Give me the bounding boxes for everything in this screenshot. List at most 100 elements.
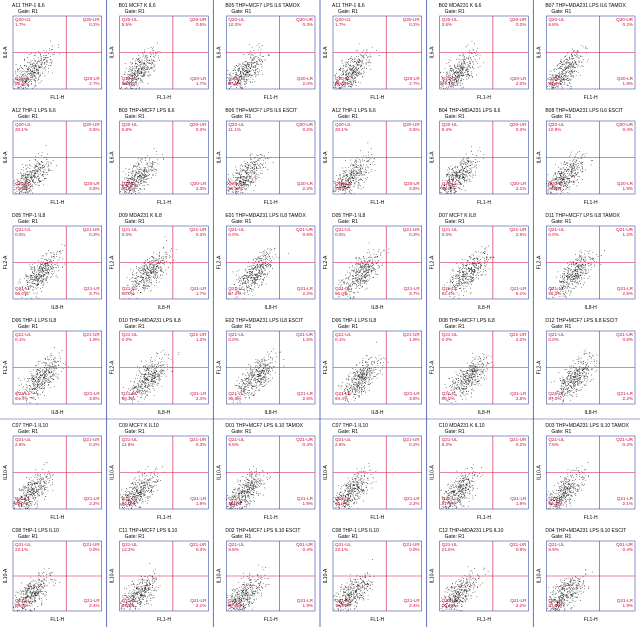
gate-label: Gate: R1 bbox=[551, 9, 571, 15]
x-axis-label: IL8-H bbox=[478, 305, 491, 311]
gate-label: Gate: R1 bbox=[125, 9, 145, 15]
quadrant-percent: 2.2% bbox=[516, 603, 526, 608]
panel-title: E01 THP+MDA231 LPS IL8 TAMOX bbox=[225, 213, 306, 219]
x-axis-label: FL1-H bbox=[477, 617, 491, 623]
quadrant-percent: 0.3% bbox=[516, 22, 526, 27]
quadrant-name: Q21-UR bbox=[189, 437, 207, 442]
quadrant-percent: 12.3% bbox=[122, 547, 135, 552]
y-axis-label: IL6-A bbox=[430, 151, 436, 164]
quadrant-name: Q20-LR bbox=[190, 76, 207, 81]
panel-title: B03 THP+MCF7 LPS IL6 bbox=[119, 108, 175, 114]
gate-label: Gate: R1 bbox=[445, 219, 465, 225]
gate-label: Gate: R1 bbox=[231, 219, 251, 225]
quadrant-percent: 5.5% bbox=[122, 22, 132, 27]
panel-title: A11 THP-1 IL6 bbox=[332, 3, 365, 9]
gate-label: Gate: R1 bbox=[125, 324, 145, 330]
quadrant-percent: 9.8% bbox=[228, 547, 238, 552]
quadrant-name: Q20-UR bbox=[616, 17, 634, 22]
y-axis-label: FL2-A bbox=[110, 255, 116, 269]
quadrant-name: Q21-LR bbox=[404, 598, 421, 603]
quadrant-percent: 1.9% bbox=[409, 337, 419, 342]
quadrant-percent: 97.2% bbox=[228, 291, 241, 296]
y-axis-label: FL2-A bbox=[216, 360, 222, 374]
event-dots bbox=[440, 565, 489, 612]
quadrant-name: Q21-LR bbox=[190, 496, 207, 501]
quadrant-name: Q21-UL bbox=[122, 437, 139, 442]
quadrant-percent: 0.4% bbox=[303, 547, 313, 552]
quadrant-name: Q20-UL bbox=[228, 17, 245, 22]
x-axis-label: IL8-H bbox=[51, 410, 64, 416]
y-axis-label: IL6-A bbox=[110, 46, 116, 59]
quadrant-name: Q20-LL bbox=[442, 76, 458, 81]
quadrant-percent: 0.0% bbox=[442, 337, 452, 342]
x-axis-label: FL1-H bbox=[370, 617, 384, 623]
quadrant-percent: 1.5% bbox=[303, 337, 313, 342]
quadrant-name: Q21-LL bbox=[335, 496, 351, 501]
quadrant-name: Q20-LR bbox=[617, 181, 634, 186]
quadrant-percent: 2.0% bbox=[303, 81, 313, 86]
quadrant-name: Q21-UL bbox=[122, 332, 139, 337]
quadrant-name: Q21-UR bbox=[296, 332, 314, 337]
quadrant-name: Q21-LR bbox=[84, 391, 101, 396]
quadrant-percent: 6.8% bbox=[122, 127, 132, 132]
x-axis-label: IL8-H bbox=[585, 305, 598, 311]
y-axis-label: IL6-A bbox=[536, 151, 542, 164]
quadrant-percent: 0.1% bbox=[335, 337, 345, 342]
quadrant-name: Q21-LL bbox=[548, 598, 564, 603]
quadrant-name: Q21-LR bbox=[297, 286, 314, 291]
quadrant-percent: 0.6% bbox=[303, 232, 313, 237]
x-axis-label: IL8-H bbox=[478, 410, 491, 416]
panel-title: D06 THP-1 LPS IL8 bbox=[12, 318, 56, 324]
quadrant-name: Q21-UR bbox=[296, 542, 314, 547]
quadrant-percent: 1.9% bbox=[196, 501, 206, 506]
quadrant-percent: 0.1% bbox=[15, 337, 25, 342]
quadrant-percent: 96.0% bbox=[335, 291, 348, 296]
quadrant-name: Q20-UL bbox=[442, 122, 459, 127]
quadrant-percent: 9.9% bbox=[548, 547, 558, 552]
quadrant-name: Q21-LR bbox=[617, 496, 634, 501]
quadrant-percent: 0.0% bbox=[228, 337, 238, 342]
quadrant-percent: 0.3% bbox=[303, 22, 313, 27]
quadrant-percent: 0.4% bbox=[623, 127, 633, 132]
quadrant-name: Q20-UR bbox=[83, 17, 101, 22]
event-dots bbox=[338, 341, 389, 402]
quadrant-percent: 86.8% bbox=[548, 186, 561, 191]
quadrant-name: Q21-LR bbox=[404, 496, 421, 501]
gate-label: Gate: R1 bbox=[338, 219, 358, 225]
quadrant-percent: 2.7% bbox=[409, 81, 419, 86]
event-dots bbox=[232, 348, 285, 404]
gate-label: Gate: R1 bbox=[445, 114, 465, 120]
x-axis-label: IL8-H bbox=[585, 410, 598, 416]
quadrant-percent: 96.3% bbox=[548, 291, 561, 296]
quadrant-percent: 21.5% bbox=[442, 547, 455, 552]
panel-title: C08 THP-1 LPS IL10 bbox=[12, 528, 59, 534]
panel-title: D05 THP-1 IL8 bbox=[332, 213, 365, 219]
event-dots bbox=[547, 568, 593, 612]
panel-title: B04 THP+MDA231 LPS IL6 bbox=[439, 108, 501, 114]
y-axis-label: IL6-A bbox=[3, 151, 9, 164]
gate-label: Gate: R1 bbox=[445, 429, 465, 435]
quadrant-name: Q21-LL bbox=[15, 496, 31, 501]
quadrant-percent: 2.1% bbox=[623, 501, 633, 506]
quadrant-percent: 22.1% bbox=[335, 547, 348, 552]
quadrant-name: Q21-UL bbox=[442, 227, 459, 232]
panel-title: D03 THP+MDA231 LPS IL10 TAMOX bbox=[545, 423, 629, 429]
quadrant-name: Q21-UL bbox=[15, 332, 32, 337]
quadrant-name: Q21-LR bbox=[510, 598, 527, 603]
event-dots bbox=[226, 564, 270, 612]
quadrant-name: Q21-LR bbox=[617, 391, 634, 396]
quadrant-percent: 11.1% bbox=[228, 127, 241, 132]
quadrant-percent: 0.0% bbox=[548, 337, 558, 342]
gate-label: Gate: R1 bbox=[338, 429, 358, 435]
quadrant-percent: 11.8% bbox=[122, 442, 135, 447]
